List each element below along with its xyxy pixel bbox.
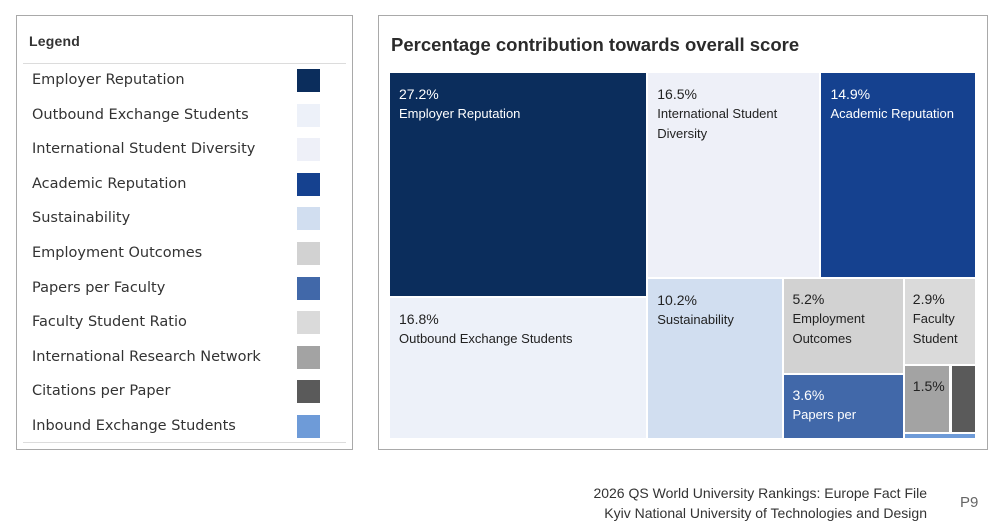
chart-panel: Percentage contribution towards overall … xyxy=(378,15,988,450)
legend-label: International Research Network xyxy=(32,348,261,365)
legend-item: Outbound Exchange Students xyxy=(17,99,352,134)
legend-label: Papers per Faculty xyxy=(32,279,166,296)
legend-item: Sustainability xyxy=(17,202,352,237)
legend-item: International Student Diversity xyxy=(17,133,352,168)
legend-label: Employer Reputation xyxy=(32,72,185,88)
treemap-cell: 14.9% Academic Reputation xyxy=(821,73,977,279)
treemap-cell-value: 16.8% xyxy=(399,310,439,327)
legend-swatch xyxy=(297,345,320,369)
treemap-cell-label: 5.2% Employment Outcomes xyxy=(792,290,898,349)
treemap-cell xyxy=(904,434,977,440)
treemap-cell: 16.5% International Student Diversity xyxy=(648,73,822,279)
treemap-cell-name: Employment Outcomes xyxy=(792,310,865,346)
legend-label: Inbound Exchange Students xyxy=(32,417,236,434)
treemap-cell-name: Academic Reputation xyxy=(830,106,955,121)
legend-swatch xyxy=(297,276,320,300)
legend-item: International Research Network xyxy=(17,341,352,376)
treemap-cell-value: 1.5% xyxy=(912,377,945,394)
treemap-cell-name: Outbound Exchange Students xyxy=(399,330,573,346)
treemap-cell-label: 27.2% Employer Reputation xyxy=(399,85,642,124)
legend-label: Faculty Student Ratio xyxy=(32,314,187,331)
treemap-cell-value: 3.6% xyxy=(792,386,825,403)
legend-swatch xyxy=(297,414,320,438)
treemap-cell-label: 10.2% Sustainability xyxy=(657,291,778,330)
treemap-cell-value: 2.9% xyxy=(912,290,945,307)
legend-swatch xyxy=(297,207,320,231)
treemap-cell-value: 14.9% xyxy=(830,86,871,102)
treemap-cell-label: 14.9% Academic Reputation xyxy=(830,85,971,124)
treemap-cell-name: Sustainability xyxy=(657,311,734,327)
footer-institution-name: Kyiv National University of Technologies… xyxy=(604,505,927,521)
legend-divider xyxy=(23,63,346,64)
legend-label: Sustainability xyxy=(32,210,131,227)
legend-divider xyxy=(23,442,346,443)
legend-item: Academic Reputation xyxy=(17,168,352,203)
page-number: P9 xyxy=(960,494,979,511)
treemap-cell-value: 16.5% xyxy=(657,86,697,102)
legend-item: Papers per Faculty xyxy=(17,272,352,307)
treemap-cell-value: 5.2% xyxy=(792,290,825,307)
treemap-cell-label: 16.5% International Student Diversity xyxy=(657,85,815,144)
treemap-cell-label: 2.9% Faculty Student xyxy=(913,290,971,349)
legend-label: Citations per Paper xyxy=(32,383,171,400)
treemap-cell: 1.5% xyxy=(904,365,952,435)
treemap-cell-value: 10.2% xyxy=(657,291,697,308)
legend-label: Academic Reputation xyxy=(32,175,187,192)
treemap-cell-name: International Student Diversity xyxy=(657,106,778,141)
legend-swatch xyxy=(297,103,320,127)
legend-label: Outbound Exchange Students xyxy=(32,106,249,123)
legend-swatch xyxy=(297,172,320,196)
legend-label: Employment Outcomes xyxy=(32,244,203,261)
legend-panel: Legend Employer Reputation Outbound Excha… xyxy=(16,15,353,450)
legend-item: Inbound Exchange Students xyxy=(17,410,352,445)
legend-item: Employer Reputation xyxy=(17,64,352,99)
treemap-cell-label: 3.6% Papers per xyxy=(792,386,898,425)
treemap-cell-label: 16.8% Outbound Exchange Students xyxy=(399,310,642,349)
treemap-cell: 3.6% Papers per xyxy=(784,374,905,440)
legend-swatch xyxy=(297,138,320,162)
treemap-cell-name: Employer Reputation xyxy=(399,106,521,121)
legend-swatch xyxy=(297,241,320,265)
treemap-cell xyxy=(951,365,977,435)
legend-item: Faculty Student Ratio xyxy=(17,306,352,341)
legend-title: Legend xyxy=(29,33,80,49)
footer-report-title: 2026 QS World University Rankings: Europ… xyxy=(593,485,927,501)
treemap-cell-value: 27.2% xyxy=(399,86,439,102)
treemap: 27.2% Employer Reputation 16.8% Outbound Ex… xyxy=(390,73,977,440)
legend-swatch xyxy=(297,380,320,404)
legend-item: Citations per Paper xyxy=(17,375,352,410)
legend-label: International Student Diversity xyxy=(32,141,256,158)
legend-swatch xyxy=(297,69,320,92)
treemap-cell-label: 1.5% xyxy=(913,377,945,396)
legend-list: Employer Reputation Outbound Exchange Stu… xyxy=(17,64,352,445)
legend-item: Employment Outcomes xyxy=(17,237,352,272)
treemap-cell: 27.2% Employer Reputation xyxy=(390,73,649,298)
legend-swatch xyxy=(297,311,320,335)
chart-title: Percentage contribution towards overall … xyxy=(391,34,800,55)
treemap-cell: 16.8% Outbound Exchange Students xyxy=(390,297,649,440)
treemap-cell: 2.9% Faculty Student xyxy=(904,278,977,366)
treemap-cell-name: Papers per xyxy=(792,406,857,422)
treemap-cell-name: Faculty Student xyxy=(912,310,958,346)
treemap-cell: 10.2% Sustainability xyxy=(648,278,785,440)
treemap-cell: 5.2% Employment Outcomes xyxy=(784,278,905,375)
